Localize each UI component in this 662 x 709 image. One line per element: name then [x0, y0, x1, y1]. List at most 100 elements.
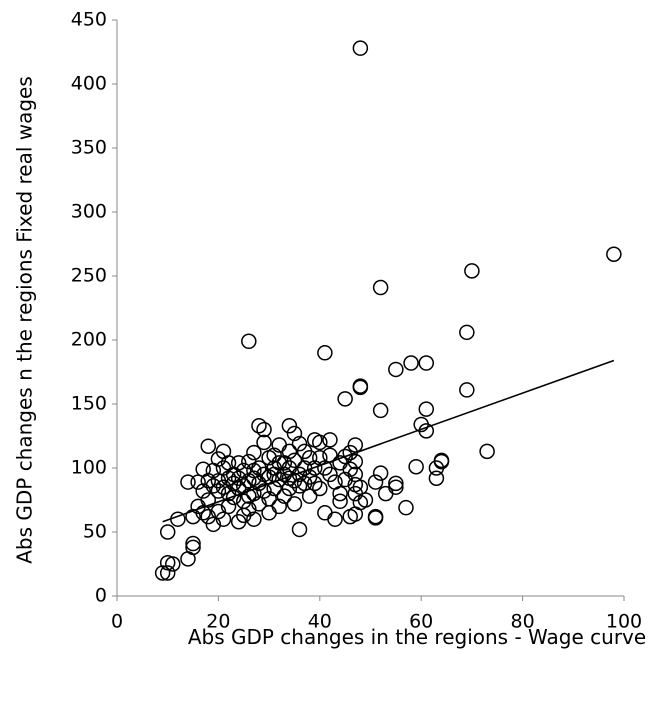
scatter-point: [236, 462, 252, 479]
scatter-point: [317, 345, 333, 361]
scatter-point: [241, 473, 257, 489]
scatter-point: [256, 421, 272, 438]
scatter-point: [180, 551, 196, 567]
x-tick-label: 40: [308, 611, 332, 633]
y-tick-label: 400: [71, 73, 107, 95]
scatter-point: [367, 508, 384, 525]
scatter-point: [210, 473, 227, 489]
scatter-point: [459, 382, 475, 398]
scatter-point: [388, 479, 404, 495]
y-axis-label: Abs GDP changes n the regions Fixed real…: [13, 76, 37, 564]
scatter-point: [464, 263, 480, 279]
scatter-point: [408, 458, 424, 475]
scatter-point: [306, 460, 323, 476]
y-tick-label: 350: [71, 137, 107, 159]
scatter-point: [195, 461, 211, 478]
scatter-point: [312, 480, 328, 497]
scatter-point: [332, 485, 348, 502]
scatter-point: [251, 418, 267, 434]
scatter-point: [246, 444, 262, 461]
scatter-point: [246, 462, 262, 479]
scatter-point: [286, 496, 303, 512]
y-tick-label: 300: [71, 201, 107, 223]
y-tick-label: 50: [83, 521, 107, 543]
scatter-point: [271, 437, 287, 453]
scatter-point: [347, 485, 364, 502]
scatter-point: [337, 391, 353, 407]
scatter-point: [347, 437, 364, 453]
x-tick-label: 80: [511, 611, 535, 633]
scatter-point: [352, 379, 369, 396]
scatter-point: [347, 466, 364, 483]
scatter-point: [261, 505, 277, 521]
scatter-point: [372, 465, 389, 481]
scatter-point: [276, 455, 293, 471]
scatter-point: [225, 489, 242, 506]
scatter-point: [398, 499, 414, 516]
scatter-point: [388, 361, 404, 378]
scatter-point: [322, 432, 338, 448]
scatter-point: [241, 333, 257, 350]
scatter-point: [286, 452, 303, 469]
scatter-point: [180, 474, 196, 490]
scatter-point: [418, 401, 435, 417]
scatter-point: [291, 521, 308, 538]
scatter-point: [281, 418, 298, 434]
scatter-point: [256, 434, 272, 451]
y-tick-label: 450: [71, 9, 107, 31]
scatter-point: [413, 416, 429, 433]
scatter-point: [205, 462, 222, 479]
scatter-point: [185, 535, 201, 552]
scatter-point: [479, 443, 495, 460]
scatter-point: [286, 425, 303, 442]
scatter-point: [347, 476, 364, 493]
scatter-point: [195, 483, 211, 499]
scatter-point: [347, 453, 364, 470]
scatter-point: [459, 324, 475, 341]
scatter-point: [337, 471, 353, 488]
scatter-point: [159, 524, 176, 540]
y-tick-label: 200: [71, 329, 107, 351]
scatter-point: [205, 478, 222, 494]
scatter-point: [332, 493, 348, 510]
scatter-point: [220, 470, 237, 486]
y-tick-label: 150: [71, 393, 107, 415]
scatter-point: [230, 480, 247, 497]
scatter-point: [352, 378, 369, 394]
scatter-point: [190, 474, 206, 490]
scatter-point: [276, 488, 293, 504]
scatter-point: [428, 470, 445, 486]
scatter-point: [266, 460, 282, 476]
x-axis-label: Abs GDP changes in the regions - Wage cu…: [187, 625, 647, 649]
scatter-point: [306, 432, 323, 448]
scatter-point: [241, 501, 257, 517]
scatter-point: [159, 565, 176, 581]
scatter-point: [185, 508, 201, 525]
scatter-point: [388, 475, 404, 492]
scatter-point: [418, 355, 435, 371]
scatter-point: [296, 475, 313, 492]
scatter-point: [342, 508, 358, 525]
scatter-point: [220, 485, 237, 502]
scatter-point: [210, 483, 227, 499]
scatter-point: [317, 505, 333, 521]
scatter-point: [215, 443, 232, 460]
x-tick-label: 0: [111, 611, 123, 633]
scatter-point: [261, 450, 277, 466]
scatter-point: [372, 402, 389, 419]
scatter-point: [200, 438, 217, 454]
scatter-point: [606, 246, 622, 262]
x-tick-label: 100: [606, 611, 642, 633]
scatter-point: [332, 455, 348, 471]
scatter-point: [291, 466, 308, 483]
scatter-point: [246, 511, 262, 527]
scatter-point: [230, 470, 247, 486]
scatter-point: [301, 450, 318, 466]
scatter-point: [225, 466, 242, 483]
y-tick-label: 250: [71, 265, 107, 287]
scatter-point: [200, 508, 217, 525]
scatter-point: [230, 514, 247, 530]
scatter-point: [281, 480, 298, 497]
